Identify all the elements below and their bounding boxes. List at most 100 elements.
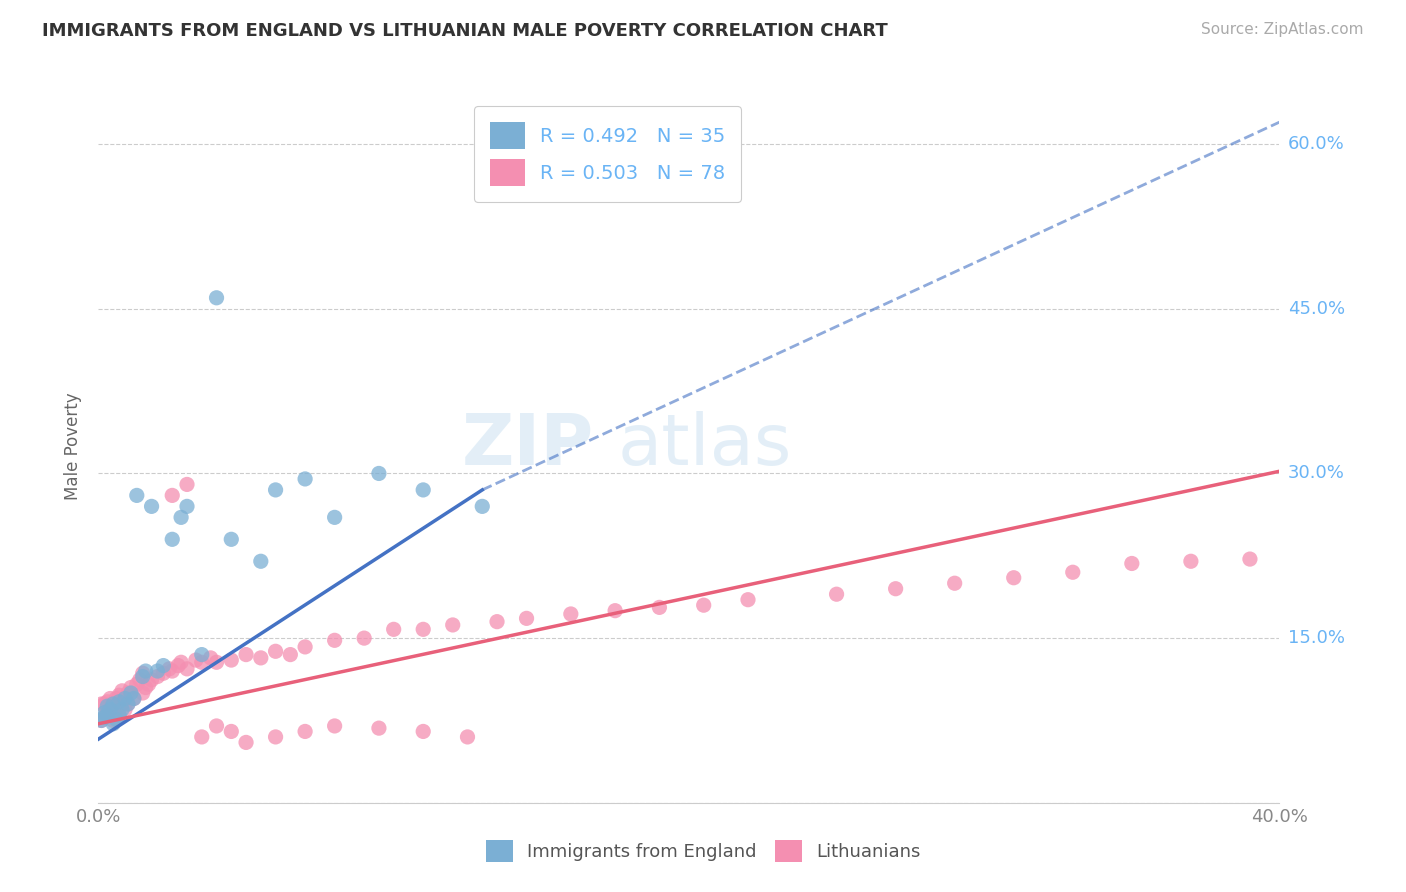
Point	[96, 708, 118, 723]
Point	[205, 291, 228, 305]
Point	[221, 724, 243, 739]
Point	[412, 483, 434, 497]
Point	[560, 607, 582, 621]
Point	[693, 598, 716, 612]
Point	[221, 653, 243, 667]
Point	[943, 576, 966, 591]
Point	[117, 697, 139, 711]
Point	[96, 695, 118, 709]
Point	[412, 724, 434, 739]
Point	[200, 651, 222, 665]
Point	[264, 730, 287, 744]
Point	[108, 695, 131, 709]
Point	[117, 686, 139, 700]
Point	[382, 623, 405, 637]
Point	[1002, 571, 1025, 585]
Point	[146, 669, 169, 683]
Text: 45.0%: 45.0%	[1288, 300, 1346, 318]
Point	[90, 714, 112, 728]
Point	[132, 669, 155, 683]
Point	[167, 658, 190, 673]
Point	[114, 702, 136, 716]
Text: 30.0%: 30.0%	[1288, 465, 1344, 483]
Point	[235, 648, 257, 662]
Point	[111, 702, 134, 716]
Point	[108, 688, 131, 702]
Point	[111, 697, 134, 711]
Point	[152, 658, 174, 673]
Point	[125, 677, 148, 691]
Point	[103, 697, 125, 711]
Point	[125, 488, 148, 502]
Point	[157, 662, 180, 676]
Point	[98, 702, 121, 716]
Text: atlas: atlas	[619, 411, 793, 481]
Legend: R = 0.492   N = 35, R = 0.503   N = 78: R = 0.492 N = 35, R = 0.503 N = 78	[474, 106, 741, 202]
Point	[162, 533, 183, 547]
Point	[235, 735, 257, 749]
Point	[323, 510, 346, 524]
Point	[353, 631, 375, 645]
Y-axis label: Male Poverty: Male Poverty	[65, 392, 83, 500]
Point	[111, 683, 134, 698]
Point	[250, 554, 273, 568]
Point	[117, 697, 139, 711]
Text: 15.0%: 15.0%	[1288, 629, 1344, 647]
Point	[93, 697, 115, 711]
Point	[323, 633, 346, 648]
Point	[605, 604, 627, 618]
Point	[471, 500, 494, 514]
Point	[176, 500, 198, 514]
Point	[294, 724, 316, 739]
Point	[98, 702, 121, 716]
Point	[486, 615, 509, 629]
Point	[108, 708, 131, 723]
Point	[96, 708, 118, 723]
Point	[105, 691, 128, 706]
Point	[884, 582, 907, 596]
Point	[264, 483, 287, 497]
Point	[120, 681, 142, 695]
Point	[122, 691, 145, 706]
Point	[1239, 552, 1261, 566]
Point	[135, 664, 157, 678]
Point	[152, 666, 174, 681]
Point	[184, 653, 207, 667]
Point	[264, 644, 287, 658]
Point	[162, 664, 183, 678]
Point	[441, 618, 464, 632]
Point	[120, 686, 142, 700]
Point	[191, 655, 214, 669]
Point	[90, 714, 112, 728]
Point	[205, 719, 228, 733]
Text: ZIP: ZIP	[463, 411, 595, 481]
Point	[825, 587, 848, 601]
Point	[122, 691, 145, 706]
Point	[1121, 557, 1143, 571]
Point	[114, 691, 136, 706]
Point	[141, 500, 163, 514]
Point	[162, 488, 183, 502]
Point	[294, 472, 316, 486]
Point	[170, 510, 193, 524]
Point	[250, 651, 273, 665]
Point	[170, 655, 193, 669]
Point	[103, 697, 125, 711]
Point	[1062, 566, 1084, 580]
Point	[280, 648, 302, 662]
Point	[141, 673, 163, 687]
Point	[93, 710, 115, 724]
Text: Source: ZipAtlas.com: Source: ZipAtlas.com	[1201, 22, 1364, 37]
Point	[205, 655, 228, 669]
Point	[93, 706, 115, 720]
Point	[128, 673, 150, 687]
Point	[103, 714, 125, 728]
Point	[146, 664, 169, 678]
Point	[90, 697, 112, 711]
Legend: Immigrants from England, Lithuanians: Immigrants from England, Lithuanians	[478, 833, 928, 870]
Point	[135, 681, 157, 695]
Point	[132, 666, 155, 681]
Point	[1180, 554, 1202, 568]
Point	[114, 691, 136, 706]
Point	[457, 730, 479, 744]
